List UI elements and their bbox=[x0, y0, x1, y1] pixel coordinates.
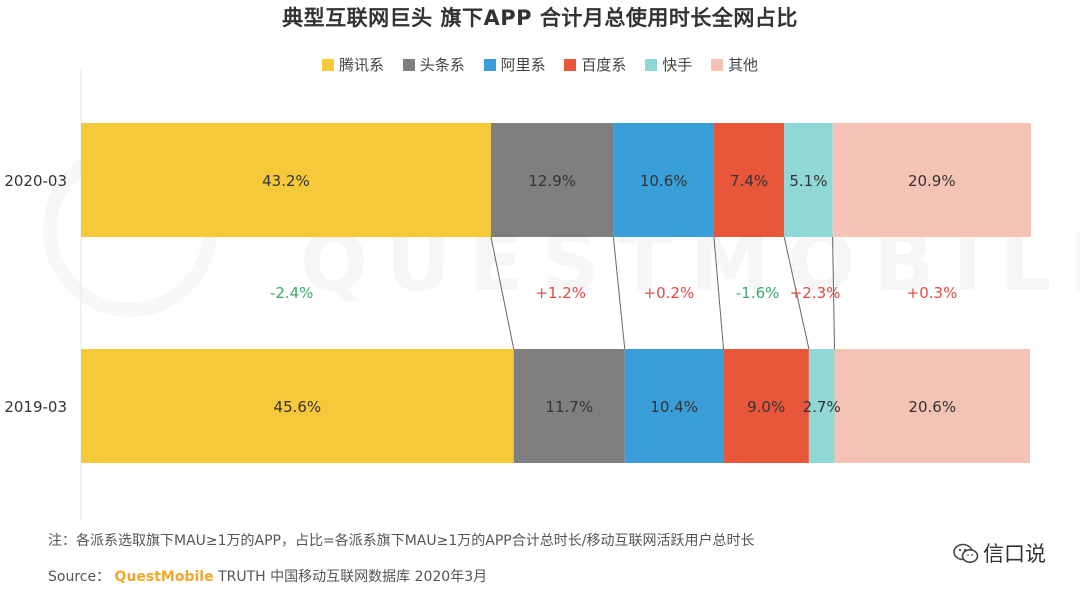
legend-label: 其他 bbox=[727, 56, 758, 74]
chart-title: 典型互联网巨头 旗下APP 合计月总使用时长全网占比 bbox=[282, 6, 798, 30]
bar-segment bbox=[834, 349, 1030, 463]
bar-segment bbox=[513, 349, 625, 463]
legend-item: 腾讯系 bbox=[322, 54, 384, 75]
legend-label: 头条系 bbox=[419, 56, 465, 74]
bar-segment bbox=[784, 123, 833, 237]
source-label: Source： bbox=[48, 569, 111, 585]
connector-line bbox=[490, 236, 515, 350]
change-label: -2.4% bbox=[270, 284, 314, 302]
wechat-watermark: 信口说 bbox=[953, 538, 1046, 568]
bar-value-label: 45.6% bbox=[274, 398, 322, 416]
legend-swatch bbox=[710, 59, 723, 71]
wechat-icon bbox=[953, 543, 979, 563]
legend-item: 阿里系 bbox=[483, 54, 546, 75]
change-label: +1.2% bbox=[535, 284, 586, 302]
connector-line bbox=[783, 236, 810, 350]
source-brand: QuestMobile bbox=[114, 569, 214, 585]
bar-value-label: 9.0% bbox=[747, 398, 785, 416]
category-label: 2020-03 bbox=[4, 172, 67, 190]
change-label: -1.6% bbox=[736, 284, 780, 302]
bar-value-label: 7.4% bbox=[730, 172, 768, 190]
change-label: +0.2% bbox=[644, 284, 695, 302]
legend-item: 快手 bbox=[645, 54, 692, 75]
legend-swatch bbox=[402, 59, 415, 71]
connector-line bbox=[713, 236, 724, 350]
legend-swatch bbox=[483, 59, 496, 71]
legend-swatch bbox=[564, 59, 577, 71]
bar-value-labels: 43.2% 12.9% 10.6% 7.4% 5.1% 20.9% 45.6% 11.7% 10… bbox=[262, 172, 956, 416]
bar-segment bbox=[490, 123, 614, 237]
bar-segment bbox=[81, 123, 491, 237]
change-label: +0.3% bbox=[907, 284, 958, 302]
legend-label: 阿里系 bbox=[500, 56, 546, 74]
legend-label: 百度系 bbox=[581, 56, 627, 74]
bar-value-label: 20.9% bbox=[908, 172, 956, 190]
bar-value-label: 2.7% bbox=[803, 398, 841, 416]
bar-segment bbox=[832, 123, 1031, 237]
change-labels: -2.4% +1.2% +0.2% -1.6% +2.3% +0.3% bbox=[270, 284, 957, 302]
bar-segment bbox=[613, 123, 714, 237]
source-line: Source： QuestMobile TRUTH 中国移动互联网数据库 202… bbox=[48, 566, 487, 586]
footnote: 注：各派系选取旗下MAU≥1万的APP，占比=各派系旗下MAU≥1万的APP合计… bbox=[48, 533, 755, 549]
bar-segment bbox=[624, 349, 724, 463]
bar-value-label: 5.1% bbox=[789, 172, 827, 190]
bar-segments bbox=[81, 123, 1031, 463]
legend-swatch bbox=[322, 59, 334, 71]
legend-item: 其他 bbox=[710, 54, 758, 75]
connector-lines bbox=[490, 236, 836, 350]
legend-label: 腾讯系 bbox=[339, 56, 385, 74]
bar-value-label: 11.7% bbox=[545, 398, 593, 416]
legend-swatch bbox=[645, 59, 658, 71]
bar-value-label: 10.6% bbox=[640, 172, 688, 190]
bar-segment bbox=[81, 349, 514, 463]
bar-segment bbox=[808, 349, 835, 463]
bar-value-label: 20.6% bbox=[908, 398, 956, 416]
change-label: +2.3% bbox=[790, 284, 841, 302]
bar-segment bbox=[723, 349, 809, 463]
connector-line bbox=[832, 236, 836, 350]
legend-item: 百度系 bbox=[564, 54, 626, 75]
bar-segment bbox=[713, 123, 785, 237]
legend: 腾讯系 头条系 阿里系 百度系 快手 其他 bbox=[0, 54, 1080, 75]
category-labels: 2020-03 2019-03 bbox=[4, 172, 67, 416]
bar-value-label: 10.4% bbox=[650, 398, 698, 416]
category-label: 2019-03 bbox=[4, 398, 67, 416]
bar-value-label: 43.2% bbox=[262, 172, 310, 190]
legend-label: 快手 bbox=[662, 56, 693, 74]
bar-value-label: 12.9% bbox=[528, 172, 576, 190]
source-text: TRUTH 中国移动互联网数据库 2020年3月 bbox=[218, 569, 488, 585]
connector-line bbox=[612, 236, 626, 350]
legend-item: 头条系 bbox=[402, 54, 465, 75]
wechat-account-name: 信口说 bbox=[983, 542, 1046, 566]
